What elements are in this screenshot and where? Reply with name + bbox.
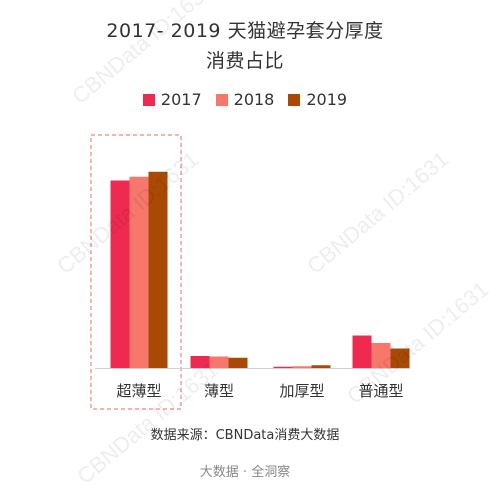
legend-item-2018: 2018: [215, 90, 275, 109]
bar-2017-2: [273, 366, 293, 368]
bar-2018-0: [129, 176, 149, 368]
bar-2018-1: [209, 356, 229, 368]
highlight-box: [90, 134, 182, 410]
bar-2019-0: [148, 171, 168, 368]
legend-label-2019: 2019: [306, 90, 348, 109]
bar-2018-3: [371, 343, 391, 368]
bar-chart: 超薄型 薄型 加厚型 普通型: [90, 134, 410, 410]
bar-2019-3: [390, 348, 410, 368]
legend-swatch-2018: [215, 93, 228, 106]
x-tick-label: 加厚型: [279, 382, 324, 400]
legend-swatch-2019: [288, 93, 301, 106]
legend-item-2019: 2019: [288, 90, 347, 109]
legend-label-2017: 2017: [160, 90, 202, 109]
bar-2019-1: [228, 357, 248, 368]
footer-slogan: 大数据 · 全洞察: [199, 465, 291, 480]
chart-subtitle: 消费占比: [205, 50, 284, 72]
x-tick-label: 普通型: [358, 382, 403, 400]
bar-2017-1: [190, 356, 210, 368]
legend-label-2018: 2018: [233, 90, 275, 109]
bar-2017-3: [352, 335, 372, 368]
chart-title: 2017- 2019 天猫避孕套分厚度: [106, 20, 384, 42]
bar-2019-2: [311, 365, 331, 368]
legend-item-2017: 2017: [142, 90, 202, 109]
legend: 2017 2018 2019: [0, 90, 490, 109]
x-tick-label: 超薄型: [116, 382, 161, 400]
bar-2018-2: [292, 366, 312, 368]
legend-swatch-2017: [142, 93, 155, 106]
source-note: 数据来源：CBNData消费大数据: [150, 428, 340, 443]
x-tick-label: 薄型: [204, 382, 234, 400]
bar-2017-0: [110, 180, 130, 368]
